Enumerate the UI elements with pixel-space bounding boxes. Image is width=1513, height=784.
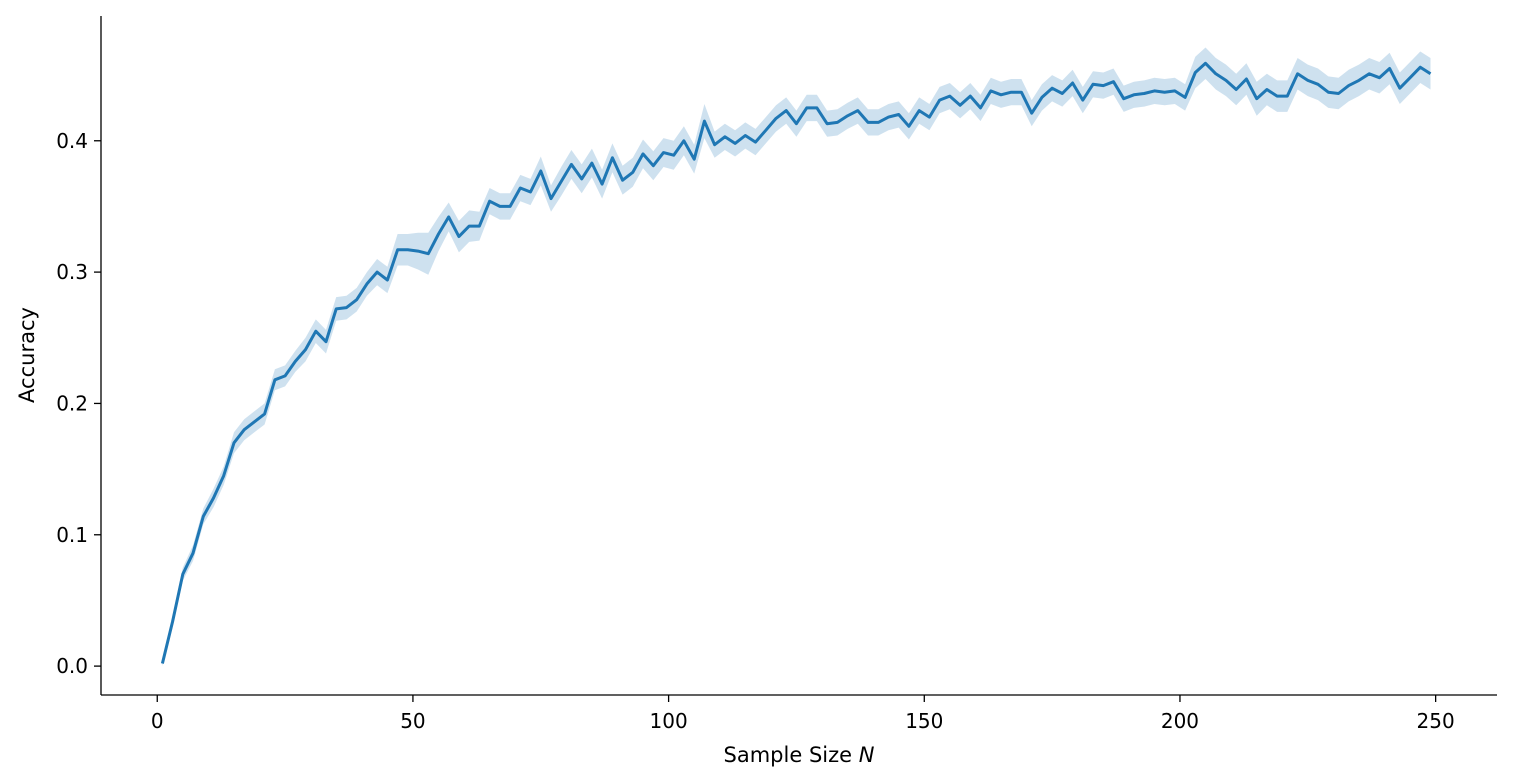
x-axis-variable: N <box>859 743 875 767</box>
y-tick-label: 0.2 <box>56 391 88 415</box>
y-axis-title: Accuracy <box>15 307 39 403</box>
series-line <box>160 61 1432 664</box>
y-tick-label: 0.4 <box>56 129 88 153</box>
y-tick-label: 0.1 <box>56 523 88 547</box>
confidence-band <box>162 47 1431 667</box>
x-tick-label: 250 <box>1417 709 1455 733</box>
x-tick-label: 100 <box>650 709 688 733</box>
x-tick-label: 200 <box>1161 709 1199 733</box>
plot-area <box>160 47 1432 667</box>
y-tick-label: 0.3 <box>56 260 88 284</box>
x-tick-label: 50 <box>400 709 425 733</box>
y-tick-label: 0.0 <box>56 654 88 678</box>
x-axis-title: Sample Size N <box>724 743 875 767</box>
x-tick-label: 150 <box>905 709 943 733</box>
x-tick-label: 0 <box>151 709 164 733</box>
y-axis-ticks: 0.0 0.1 0.2 0.3 0.4 <box>56 129 101 678</box>
x-axis-ticks: 0 50 100 150 200 250 <box>151 695 1455 733</box>
